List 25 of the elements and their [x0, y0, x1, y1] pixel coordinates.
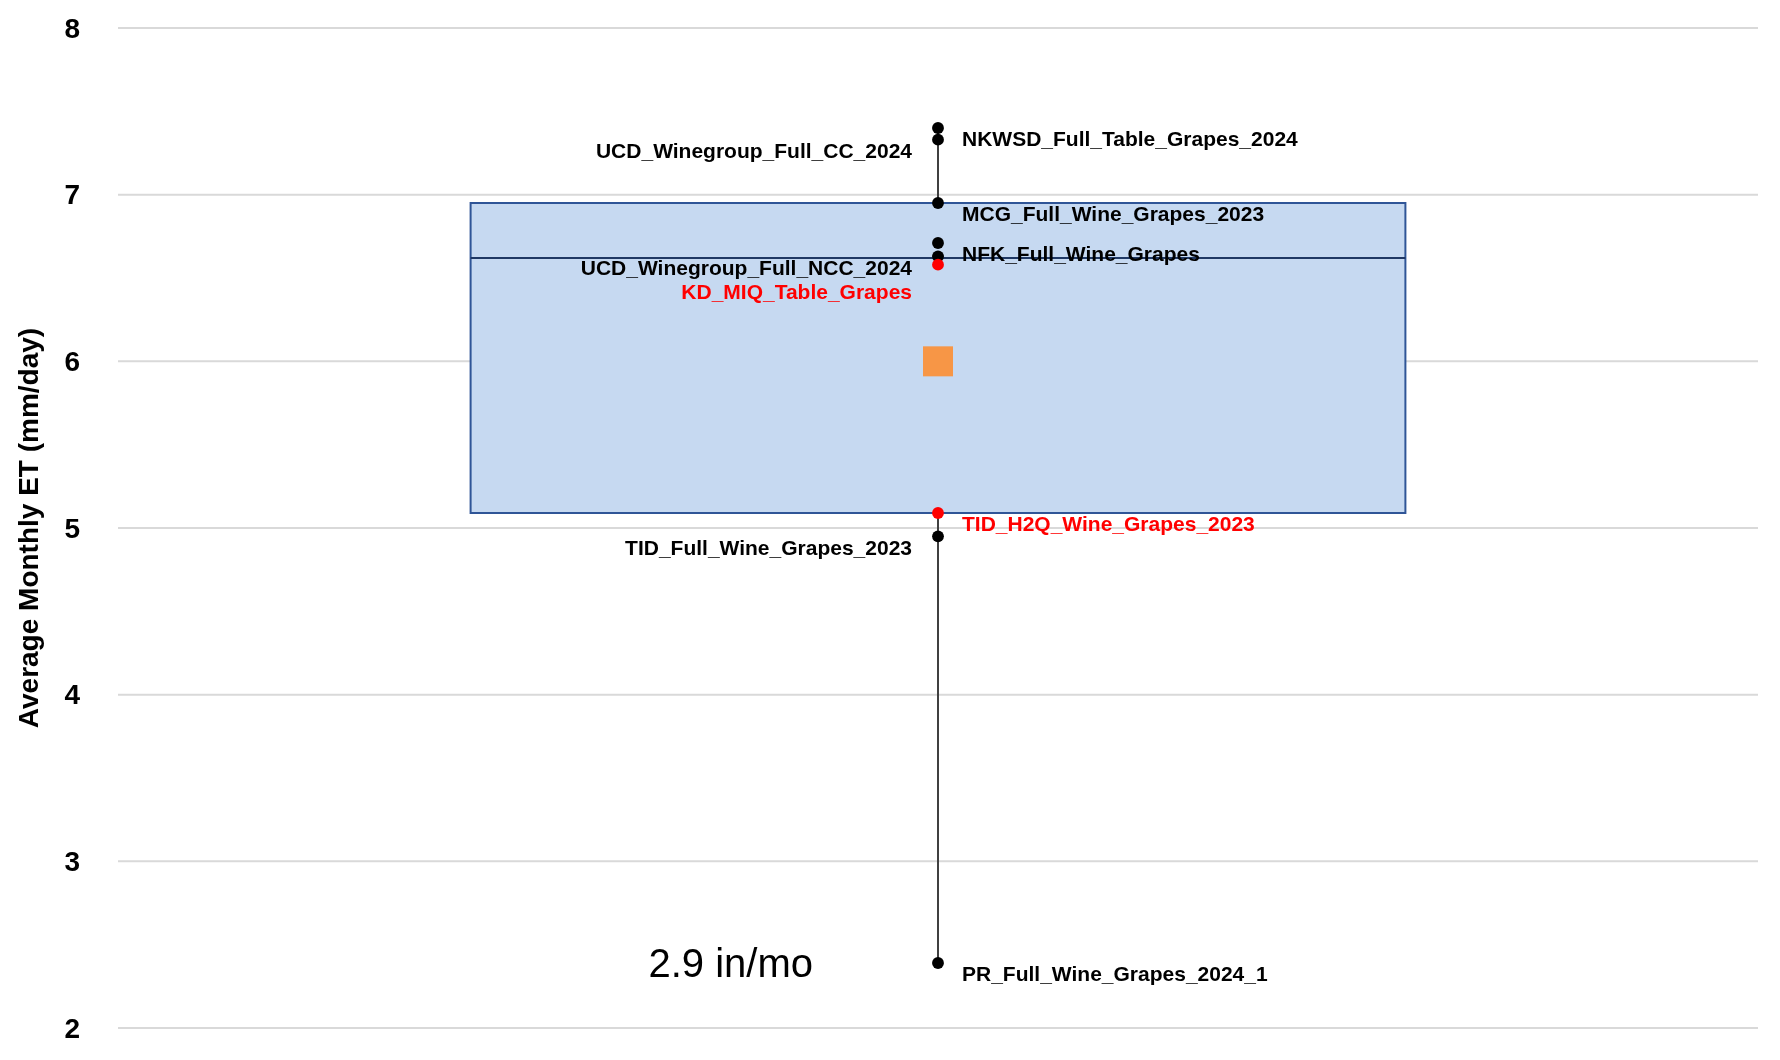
- point: [932, 507, 944, 519]
- y-tick-label: 6: [64, 346, 80, 378]
- annotation: NKWSD_Full_Table_Grapes_2024: [962, 127, 1299, 151]
- y-axis-title: Average Monthly ET (mm/day): [13, 327, 44, 729]
- point: [932, 530, 944, 543]
- y-tick-label: 3: [64, 846, 80, 878]
- annotation: PR_Full_Wine_Grapes_2024_1: [962, 962, 1268, 986]
- point: [932, 133, 944, 146]
- point: [932, 957, 944, 969]
- y-tick-label: 4: [64, 679, 81, 711]
- annotation: 2.9 in/mo: [648, 941, 813, 985]
- annotation: KD_MIQ_Table_Grapes: [681, 280, 912, 304]
- y-tick-label: 2: [64, 1012, 80, 1044]
- point: [932, 237, 944, 249]
- point: [932, 197, 944, 209]
- annotation: UCD_Winegroup_Full_NCC_2024: [580, 255, 913, 279]
- annotation: TID_Full_Wine_Grapes_2023: [625, 535, 912, 559]
- point: [932, 258, 944, 271]
- annotation: UCD_Winegroup_Full_CC_2024: [595, 139, 913, 163]
- y-tick-label: 8: [64, 12, 80, 44]
- annotation: MCG_Full_Wine_Grapes_2023: [962, 202, 1265, 226]
- annotation: TID_H2Q_Wine_Grapes_2023: [962, 512, 1255, 536]
- y-tick-label: 5: [64, 512, 80, 544]
- point: [932, 122, 944, 134]
- y-tick-label: 7: [64, 179, 80, 211]
